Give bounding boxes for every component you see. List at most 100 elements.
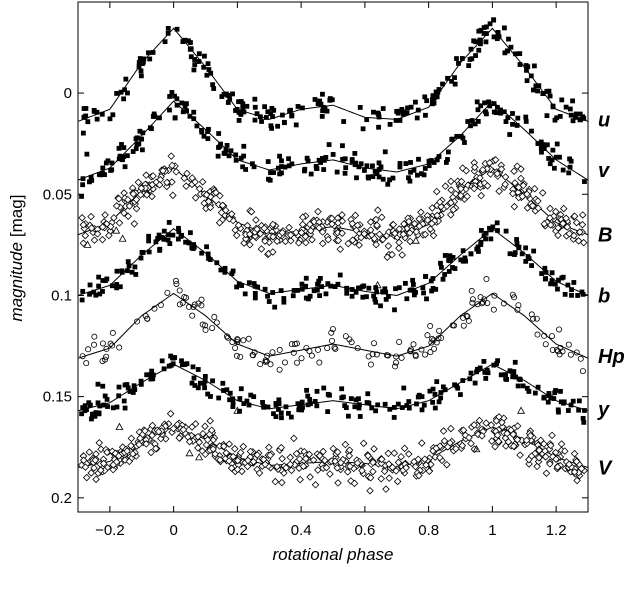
point-B — [247, 207, 256, 216]
point-y — [241, 401, 247, 406]
point-V — [421, 455, 429, 463]
point-b — [430, 286, 436, 291]
point-B — [79, 239, 88, 248]
point-u — [225, 92, 231, 98]
point-v — [416, 156, 421, 162]
outlier-point — [233, 406, 242, 414]
point-y — [346, 413, 351, 419]
point-y — [121, 398, 127, 404]
point-B — [406, 237, 414, 246]
point-u — [321, 104, 326, 110]
point-u — [445, 75, 450, 81]
point-u — [360, 126, 366, 132]
point-B — [334, 236, 343, 245]
point-y — [434, 379, 440, 385]
point-Hp — [332, 345, 339, 352]
point-u — [476, 28, 482, 34]
point-B — [437, 202, 445, 211]
y-tick-label: 0.05 — [43, 186, 72, 203]
point-V — [91, 456, 100, 464]
point-v — [120, 157, 125, 163]
point-v — [374, 171, 380, 176]
point-B — [570, 231, 578, 240]
point-v — [483, 111, 489, 117]
point-Hp — [103, 353, 110, 360]
point-V — [239, 442, 248, 451]
point-y — [105, 404, 110, 409]
point-b — [93, 292, 99, 298]
point-b — [450, 254, 456, 260]
point-V — [552, 455, 560, 463]
point-B — [391, 229, 399, 238]
point-b — [316, 278, 322, 284]
point-v — [84, 151, 90, 157]
point-v — [408, 160, 413, 165]
point-u — [270, 114, 275, 119]
point-B — [501, 173, 510, 181]
point-B — [257, 245, 266, 253]
point-v — [201, 133, 207, 139]
point-B — [298, 213, 307, 222]
point-B — [546, 204, 554, 213]
point-b — [462, 255, 468, 261]
point-Hp — [233, 352, 240, 359]
point-b — [132, 264, 138, 270]
point-B — [182, 182, 190, 190]
point-v — [411, 167, 417, 173]
series-points-y — [79, 353, 587, 425]
point-B — [159, 167, 167, 175]
point-B — [172, 168, 180, 176]
point-v — [184, 101, 189, 107]
point-y — [520, 383, 526, 389]
point-y — [513, 374, 518, 380]
point-b — [512, 250, 518, 256]
point-v — [304, 155, 310, 161]
point-Hp — [225, 334, 232, 341]
point-u — [201, 64, 207, 70]
point-y — [357, 402, 362, 408]
point-B — [225, 215, 234, 223]
point-v — [277, 153, 282, 159]
point-u — [318, 101, 324, 107]
point-b — [270, 290, 276, 295]
point-V — [314, 466, 322, 474]
point-V — [127, 441, 135, 450]
point-V — [125, 457, 134, 466]
point-u — [491, 34, 497, 40]
point-V — [573, 476, 581, 485]
point-v — [305, 158, 311, 164]
point-b — [529, 263, 535, 268]
point-v — [279, 164, 284, 169]
point-B — [366, 218, 375, 226]
y-axis-ticks: 0 0.05 0.1 0.15 0.2 — [43, 85, 588, 507]
point-y — [511, 369, 517, 374]
point-B — [302, 238, 310, 247]
point-V — [322, 463, 331, 472]
point-u — [435, 89, 441, 95]
point-u — [476, 47, 482, 53]
point-V — [220, 442, 228, 451]
point-V — [233, 456, 242, 465]
point-V — [154, 427, 163, 436]
point-v — [445, 149, 451, 155]
point-u — [202, 53, 207, 59]
point-u — [83, 106, 89, 111]
point-u — [477, 37, 483, 43]
point-b — [490, 224, 496, 230]
point-y — [541, 394, 547, 400]
point-b — [157, 246, 163, 252]
point-v — [385, 181, 391, 187]
x-tick-label: 0.2 — [227, 522, 248, 539]
point-v — [469, 118, 475, 123]
point-b — [438, 264, 444, 270]
point-u — [573, 111, 579, 117]
point-b — [364, 294, 369, 300]
point-u — [300, 105, 305, 111]
series-points-v — [79, 90, 587, 199]
point-y — [314, 388, 320, 394]
point-b — [420, 285, 426, 291]
point-v — [478, 103, 484, 109]
point-v — [275, 165, 281, 171]
x-tick-label: 0.8 — [418, 522, 439, 539]
point-v — [167, 107, 172, 113]
